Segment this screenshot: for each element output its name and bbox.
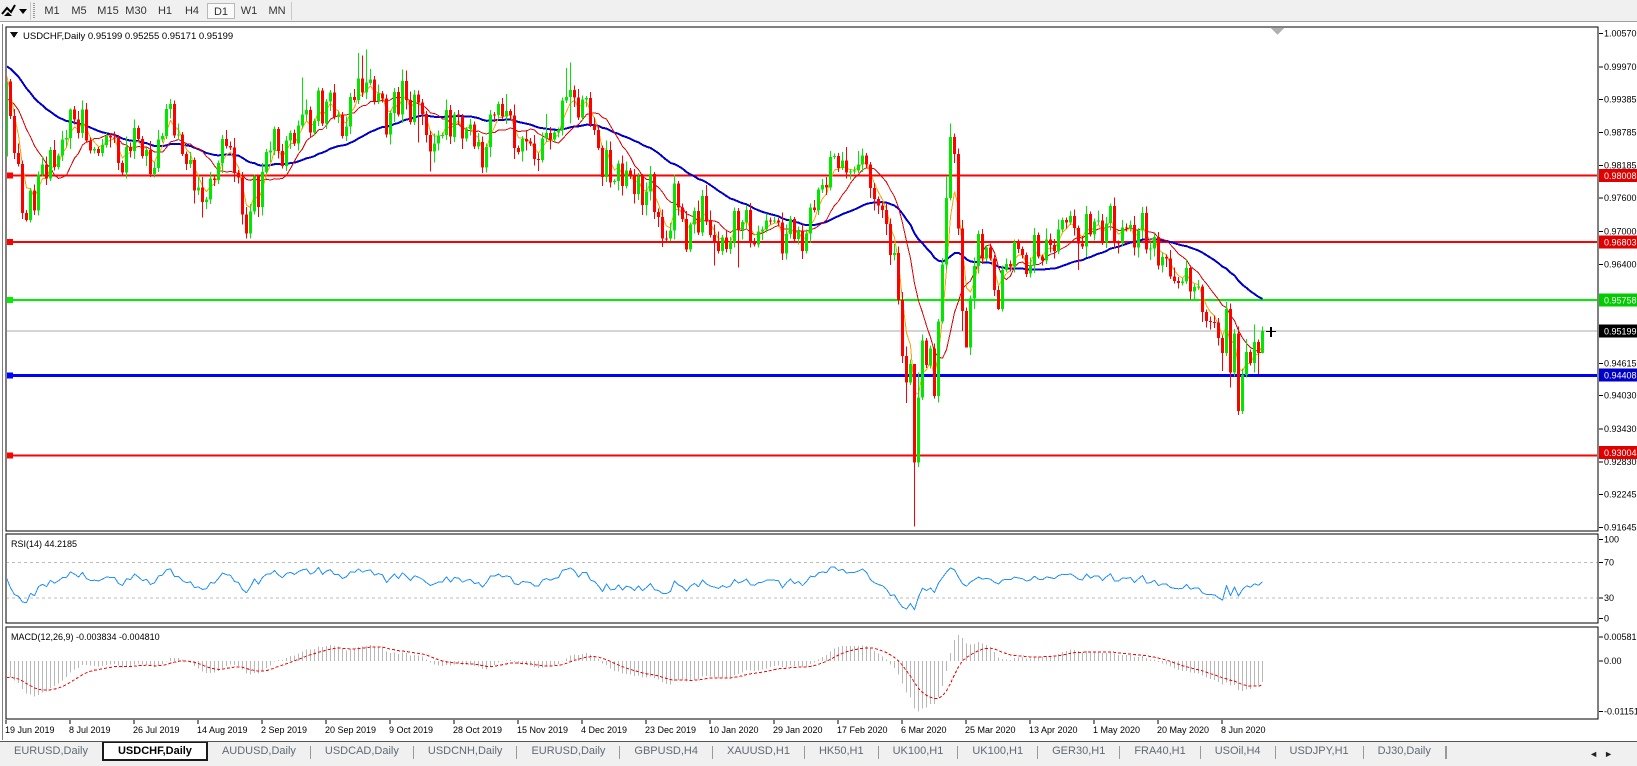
svg-text:USDCHF,Daily 0.95199 0.95255: USDCHF,Daily 0.95199 0.95255 0.95171 0.9… bbox=[23, 31, 233, 42]
svg-text:14 Aug 2019: 14 Aug 2019 bbox=[197, 725, 248, 735]
svg-text:MACD(12,26,9) -0.003834 -0.004: MACD(12,26,9) -0.003834 -0.004810 bbox=[11, 632, 160, 642]
svg-text:8 Jul 2019: 8 Jul 2019 bbox=[69, 725, 111, 735]
svg-text:0.95758: 0.95758 bbox=[1604, 296, 1637, 306]
svg-text:0.96803: 0.96803 bbox=[1604, 238, 1637, 248]
svg-text:15 Nov 2019: 15 Nov 2019 bbox=[517, 725, 568, 735]
svg-text:26 Jul 2019: 26 Jul 2019 bbox=[133, 725, 180, 735]
svg-text:10 Jan 2020: 10 Jan 2020 bbox=[709, 725, 759, 735]
svg-text:0.93004: 0.93004 bbox=[1604, 448, 1637, 458]
svg-text:0: 0 bbox=[1604, 614, 1609, 624]
svg-text:0.98008: 0.98008 bbox=[1604, 171, 1637, 181]
svg-text:-0.0115129: -0.0115129 bbox=[1604, 707, 1637, 717]
svg-text:8 Jun 2020: 8 Jun 2020 bbox=[1221, 725, 1266, 735]
svg-text:0.92245: 0.92245 bbox=[1604, 489, 1637, 499]
svg-text:0.99385: 0.99385 bbox=[1604, 94, 1637, 104]
svg-text:0.93430: 0.93430 bbox=[1604, 424, 1637, 434]
svg-text:0.96400: 0.96400 bbox=[1604, 260, 1637, 270]
svg-text:23 Dec 2019: 23 Dec 2019 bbox=[645, 725, 696, 735]
svg-text:17 Feb 2020: 17 Feb 2020 bbox=[837, 725, 888, 735]
svg-text:6 Mar 2020: 6 Mar 2020 bbox=[901, 725, 947, 735]
svg-text:0.91645: 0.91645 bbox=[1604, 523, 1637, 533]
svg-text:20 May 2020: 20 May 2020 bbox=[1157, 725, 1209, 735]
svg-text:0.94408: 0.94408 bbox=[1604, 370, 1637, 380]
svg-text:0.98185: 0.98185 bbox=[1604, 161, 1637, 171]
svg-text:0.94615: 0.94615 bbox=[1604, 358, 1637, 368]
svg-text:25 Mar 2020: 25 Mar 2020 bbox=[965, 725, 1016, 735]
svg-text:70: 70 bbox=[1604, 558, 1614, 568]
svg-text:0.97600: 0.97600 bbox=[1604, 193, 1637, 203]
svg-text:0.94030: 0.94030 bbox=[1604, 391, 1637, 401]
svg-text:100: 100 bbox=[1604, 535, 1619, 545]
svg-text:0.00: 0.00 bbox=[1604, 656, 1622, 666]
svg-text:2 Sep 2019: 2 Sep 2019 bbox=[261, 725, 307, 735]
svg-text:1.00570: 1.00570 bbox=[1604, 29, 1637, 39]
svg-text:1 May 2020: 1 May 2020 bbox=[1093, 725, 1140, 735]
svg-text:RSI(14) 44.2185: RSI(14) 44.2185 bbox=[11, 539, 77, 549]
svg-text:20 Sep 2019: 20 Sep 2019 bbox=[325, 725, 376, 735]
svg-text:29 Jan 2020: 29 Jan 2020 bbox=[773, 725, 823, 735]
svg-text:0.95199: 0.95199 bbox=[1604, 326, 1637, 336]
svg-text:19 Jun 2019: 19 Jun 2019 bbox=[5, 725, 55, 735]
svg-text:0.92830: 0.92830 bbox=[1604, 457, 1637, 467]
svg-text:0.99970: 0.99970 bbox=[1604, 62, 1637, 72]
svg-text:13 Apr 2020: 13 Apr 2020 bbox=[1029, 725, 1078, 735]
svg-text:0.98785: 0.98785 bbox=[1604, 127, 1637, 137]
svg-text:0.0058183: 0.0058183 bbox=[1604, 632, 1637, 642]
svg-text:30: 30 bbox=[1604, 593, 1614, 603]
svg-text:4 Dec 2019: 4 Dec 2019 bbox=[581, 725, 627, 735]
svg-text:28 Oct 2019: 28 Oct 2019 bbox=[453, 725, 502, 735]
svg-text:0.97000: 0.97000 bbox=[1604, 226, 1637, 236]
svg-text:9 Oct 2019: 9 Oct 2019 bbox=[389, 725, 433, 735]
